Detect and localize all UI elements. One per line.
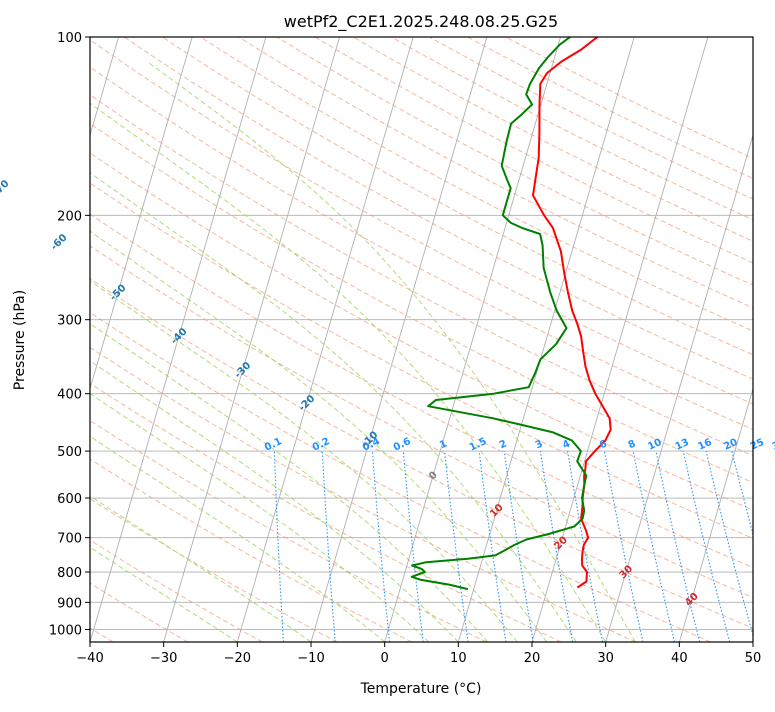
x-tick-label: −30	[150, 651, 177, 666]
y-tick-label: 700	[57, 532, 82, 547]
y-tick-label: 200	[57, 209, 82, 224]
x-tick-label: −20	[224, 651, 251, 666]
y-tick-label: 100	[57, 31, 82, 46]
y-tick-label: 600	[57, 492, 82, 507]
y-axis-label: Pressure (hPa)	[12, 290, 28, 390]
x-axis-label: Temperature (°C)	[360, 681, 482, 697]
y-tick-label: 1000	[49, 623, 82, 638]
y-tick-label: 800	[57, 566, 82, 581]
x-tick-label: 50	[745, 651, 762, 666]
y-tick-label: 900	[57, 596, 82, 611]
y-tick-label: 500	[57, 445, 82, 460]
y-tick-label: 400	[57, 388, 82, 403]
x-tick-label: −10	[297, 651, 324, 666]
y-tick-label: 300	[57, 314, 82, 329]
x-tick-label: 10	[450, 651, 467, 666]
x-tick-label: 0	[381, 651, 389, 666]
x-tick-label: 20	[524, 651, 541, 666]
x-tick-label: 30	[597, 651, 614, 666]
chart-title: wetPf2_C2E1.2025.248.08.25.G25	[284, 12, 558, 32]
x-tick-label: 40	[671, 651, 688, 666]
x-tick-label: −40	[76, 651, 103, 666]
